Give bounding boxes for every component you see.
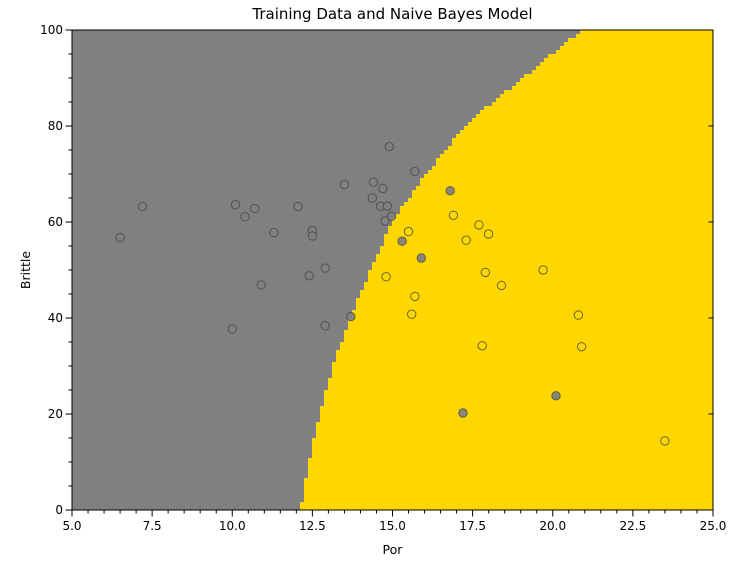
grey-class-point [382, 201, 393, 211]
gold-class-point [403, 226, 414, 237]
chart-title: Training Data and Naive Bayes Model [252, 5, 533, 23]
gold-class-point [573, 310, 584, 320]
x-axis-label: Por [382, 542, 403, 557]
grey-class-point [445, 186, 455, 196]
x-tick-label: 12.5 [299, 519, 326, 533]
gold-class-point [461, 235, 471, 245]
y-tick-label: 80 [48, 119, 63, 133]
grey-class-point [416, 253, 426, 263]
gold-class-point [538, 265, 548, 275]
grey-class-point [227, 324, 238, 334]
gold-class-point [407, 309, 417, 319]
x-tick-label: 25.0 [700, 519, 727, 533]
x-tick-label: 10.0 [219, 519, 246, 533]
gold-class-point [381, 272, 391, 282]
gold-class-point [480, 267, 491, 278]
tick-labels-layer: 5.0 7.5 10.0 12.5 15.0 17.5 20.0 22.5 25.0 0 20 40 6… [40, 23, 726, 533]
grey-class-point [293, 201, 303, 212]
grey-class-point [250, 203, 260, 214]
gold-class-point [496, 280, 507, 291]
grey-class-point [378, 183, 388, 194]
grey-class-point [115, 232, 125, 243]
gold-class-point [477, 341, 487, 351]
decision-region-layer [72, 30, 713, 510]
y-axis-label: Brittle [18, 250, 33, 290]
y-tick-label: 0 [55, 503, 63, 517]
gold-class-point [576, 342, 587, 352]
grey-class-point [397, 236, 407, 246]
grey-class-point [551, 391, 561, 401]
grey-class-point [339, 179, 350, 190]
high-class-region [300, 30, 713, 510]
x-tick-label: 15.0 [379, 519, 406, 533]
grey-class-point [380, 216, 390, 226]
grey-class-point [384, 141, 394, 152]
x-tick-label: 17.5 [459, 519, 486, 533]
grey-class-point [320, 321, 330, 331]
y-tick-label: 60 [48, 215, 63, 229]
scatter-points-layer [115, 141, 670, 446]
y-tick-label: 100 [40, 23, 63, 37]
grey-class-point [137, 201, 148, 212]
grey-class-point [410, 166, 420, 177]
y-tick-label: 40 [48, 311, 63, 325]
gold-class-point [474, 220, 484, 230]
x-tick-label: 7.5 [143, 519, 162, 533]
grey-class-point [368, 177, 378, 187]
grey-class-point [230, 200, 241, 210]
grey-class-point [256, 280, 266, 290]
x-tick-label: 5.0 [62, 519, 81, 533]
axis-ticks-layer [65, 29, 714, 517]
grey-class-point [320, 263, 330, 273]
grey-class-point [367, 193, 377, 203]
grey-class-point [307, 231, 318, 241]
x-tick-label: 22.5 [620, 519, 647, 533]
grey-class-point [386, 211, 397, 221]
y-tick-label: 20 [48, 407, 63, 421]
gold-class-point [448, 210, 459, 221]
grey-class-point [304, 271, 314, 281]
gold-class-point [660, 436, 670, 446]
x-tick-label: 20.0 [539, 519, 566, 533]
gold-class-point [410, 291, 420, 302]
grey-class-point [458, 408, 468, 418]
gold-class-point [483, 229, 494, 239]
grey-class-point [346, 311, 356, 322]
grey-class-point [240, 212, 250, 222]
grey-class-point [269, 227, 279, 238]
